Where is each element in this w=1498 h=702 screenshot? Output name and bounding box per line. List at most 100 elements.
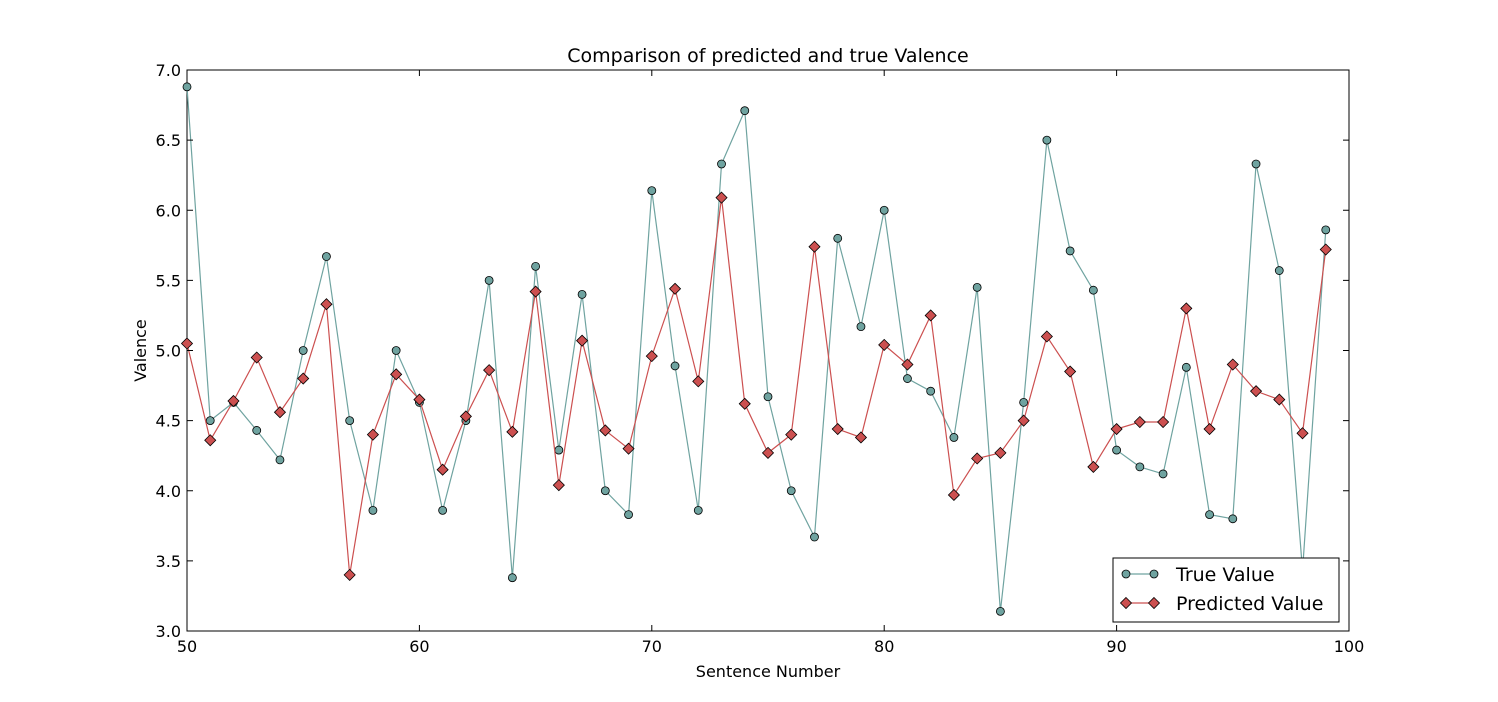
- data-point: [622, 442, 635, 455]
- data-point: [180, 337, 194, 350]
- data-point: [763, 392, 773, 402]
- data-point: [624, 510, 633, 519]
- data-point: [647, 186, 657, 196]
- data-point: [1135, 462, 1145, 472]
- data-point: [971, 452, 984, 465]
- data-point: [576, 334, 589, 347]
- data-point: [1040, 330, 1053, 343]
- data-point: [854, 431, 868, 444]
- data-point: [831, 422, 844, 436]
- data-point: [577, 289, 587, 299]
- y-tick-label: 3.0: [156, 622, 181, 641]
- data-point: [1112, 445, 1121, 455]
- data-point: [926, 386, 936, 396]
- data-point: [715, 191, 728, 204]
- data-point: [506, 425, 519, 438]
- data-point: [738, 397, 751, 410]
- data-point: [413, 393, 426, 406]
- y-tick-label: 7.0: [156, 61, 181, 80]
- data-point: [1249, 385, 1263, 398]
- data-point: [1181, 362, 1191, 372]
- data-point: [1205, 510, 1214, 519]
- data-point: [483, 364, 496, 377]
- data-point: [322, 252, 331, 261]
- data-point: [250, 351, 263, 364]
- x-tick-label: 50: [177, 637, 197, 656]
- legend-item: Predicted Value: [1119, 593, 1323, 615]
- legend-label: Predicted Value: [1176, 593, 1323, 615]
- data-point: [1157, 415, 1170, 429]
- data-point: [1017, 414, 1030, 427]
- data-point: [507, 573, 517, 583]
- data-point: [947, 488, 960, 502]
- data-point: [599, 424, 612, 437]
- x-tick-label: 90: [1106, 637, 1126, 656]
- x-axis-label: Sentence Number: [696, 662, 841, 681]
- data-point: [252, 426, 262, 435]
- y-tick-label: 5.5: [156, 271, 181, 290]
- data-point: [273, 406, 287, 419]
- data-point: [717, 159, 726, 169]
- data-point: [903, 374, 912, 383]
- data-point: [343, 568, 356, 581]
- data-point: [1088, 285, 1098, 295]
- plot-area: [186, 69, 1350, 632]
- data-point: [996, 606, 1005, 616]
- legend-label: True Value: [1175, 564, 1275, 586]
- legend-box: [1112, 557, 1340, 623]
- chart-title: Comparison of predicted and true Valence: [567, 45, 968, 67]
- data-point: [205, 416, 215, 426]
- data-point: [529, 285, 542, 298]
- data-point: [366, 428, 379, 441]
- y-tick-label: 4.5: [156, 412, 181, 431]
- data-point: [1203, 422, 1216, 436]
- data-point: [645, 350, 658, 363]
- data-point: [182, 82, 192, 92]
- data-point: [1319, 243, 1332, 256]
- legend-item: True Value: [1121, 564, 1275, 586]
- y-tick-label: 6.5: [156, 131, 181, 150]
- data-point: [692, 375, 705, 388]
- data-point: [1180, 302, 1193, 315]
- data-point: [810, 532, 819, 542]
- ticks-layer: 50 60 70 80 90 100 3.0 3.5 4.0 4.5 5.0 5.5 6.0 6.5 7.0: [156, 61, 1365, 656]
- data-point: [1228, 514, 1238, 524]
- data-point: [1226, 358, 1239, 371]
- y-tick-label: 6.0: [156, 201, 181, 220]
- legend-marker: [1119, 596, 1133, 610]
- data-point: [298, 346, 308, 355]
- data-point: [949, 433, 959, 442]
- data-point: [484, 275, 494, 285]
- series-predicted-value: [180, 191, 1332, 581]
- data-point: [740, 106, 750, 116]
- data-point: [297, 372, 310, 385]
- y-tick-label: 4.0: [156, 482, 181, 501]
- data-point: [878, 338, 891, 351]
- data-point: [668, 282, 682, 295]
- y-tick-label: 3.5: [156, 552, 181, 571]
- series-line: [186, 86, 1327, 612]
- legend-marker: [1121, 569, 1131, 579]
- data-point: [275, 455, 285, 465]
- data-point: [1273, 393, 1286, 406]
- x-tick-label: 80: [874, 637, 894, 656]
- data-point: [856, 322, 866, 332]
- data-point: [785, 428, 798, 441]
- x-tick-label: 60: [409, 637, 429, 656]
- data-point: [924, 309, 937, 322]
- data-point: [972, 282, 982, 292]
- data-point: [1158, 469, 1168, 479]
- data-point: [227, 394, 240, 408]
- data-point: [1133, 415, 1146, 429]
- data-point: [552, 479, 565, 492]
- y-axis-label: Valence: [131, 319, 150, 382]
- data-point: [1065, 246, 1075, 256]
- data-point: [1274, 266, 1284, 275]
- data-point: [901, 358, 914, 371]
- data-point: [438, 505, 448, 515]
- data-point: [1087, 460, 1100, 473]
- data-point: [391, 346, 401, 355]
- data-point: [459, 410, 472, 423]
- data-point: [879, 205, 889, 215]
